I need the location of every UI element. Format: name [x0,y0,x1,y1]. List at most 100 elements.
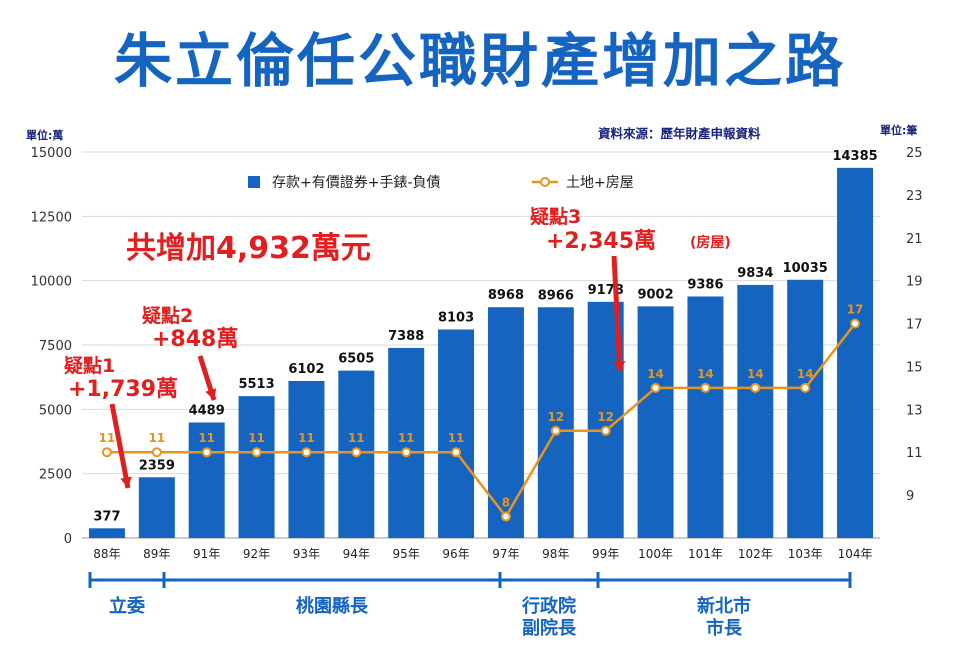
line-value-label: 11 [448,431,465,445]
line-point [850,318,861,329]
line-point [500,511,511,522]
left-axis-unit: 單位:萬 [26,129,64,142]
x-tick-label: 99年 [592,547,619,561]
doubt1-arrow [109,403,131,489]
line-point [201,447,212,458]
line-point [750,382,761,393]
x-tick-label: 89年 [143,547,170,561]
bar [388,347,425,538]
x-tick-label: 103年 [788,547,823,561]
line-value-label: 14 [747,367,764,381]
doubt3-arrow-head [613,361,626,372]
line-value-label: 17 [847,303,864,317]
bar [787,279,824,538]
bar [88,528,125,538]
bar [438,329,475,538]
phase-label: 市長 [706,617,743,639]
y-left-tick-label: 12500 [31,210,72,225]
right-axis-unit: 單位:筆 [880,124,918,137]
line-value-label: 11 [148,431,165,445]
y-left-tick-label: 7500 [39,339,72,354]
y-left-tick-label: 10000 [31,275,72,290]
bar-value-label: 9002 [637,287,673,302]
bar [737,284,774,538]
line-point [650,382,661,393]
bar-value-label: 8966 [538,288,574,303]
y-left-tick-label: 0 [64,532,72,547]
bar-value-label: 14385 [832,149,877,164]
chart-title: 朱立倫任公職財產增加之路 [113,27,846,95]
x-tick-label: 102年 [738,547,773,561]
line-value-label: 11 [298,431,315,445]
y-left-tick-label: 5000 [39,403,72,418]
line-value-label: 11 [348,431,365,445]
x-tick-label: 93年 [293,547,320,561]
phase-label: 立委 [109,595,145,617]
phase-label: 副院長 [522,617,577,639]
doubt2-arrow-head [205,388,217,400]
bar-value-label: 9386 [687,277,723,292]
x-tick-label: 98年 [542,547,569,561]
doubt3-note: (房屋) [690,234,731,251]
legend-swatch-bar [248,176,260,188]
bar-value-label: 6102 [288,362,324,377]
doubt3-value: +2,345萬 [546,229,656,254]
line-value-label: 12 [547,410,564,424]
y-right-tick-label: 23 [906,189,923,204]
x-tick-label: 88年 [93,547,120,561]
line-point [101,447,112,458]
series-line [106,322,857,519]
bar-value-label: 5513 [238,377,274,392]
x-tick-label: 97年 [492,547,519,561]
bar [288,380,325,538]
doubt1-value: +1,739萬 [68,377,178,402]
y-left-tick-label: 15000 [31,146,72,161]
bar-value-label: 2359 [139,458,175,473]
line-value-label: 12 [597,410,614,424]
bar-value-label: 377 [93,509,120,524]
line-point [151,447,162,458]
legend-label-bar: 存款+有價證券+手錶-負債 [272,174,441,191]
line-point [700,382,711,393]
line-value-label: 14 [697,367,714,381]
y-right-tick-label: 9 [906,489,914,504]
doubt1-arrow-head [120,476,132,488]
line-point [351,447,362,458]
phase-label: 行政院 [521,595,576,617]
line-value-label: 11 [248,431,265,445]
line-point [800,382,811,393]
doubt2-title: 疑點2 [142,304,193,327]
x-tick-label: 104年 [838,547,873,561]
phase-label: 新北市 [697,595,751,617]
legend-swatch-marker [540,177,550,187]
bar [138,477,175,538]
doubt1-title: 疑點1 [64,354,115,377]
total-increase-annotation: 共增加4,932萬元 [126,231,371,266]
bar [637,306,674,538]
bar [537,307,574,538]
phase-label: 桃園縣長 [296,595,369,617]
x-tick-label: 101年 [688,547,723,561]
y-left-tick-label: 2500 [39,468,72,483]
bar [837,167,874,539]
doubt3-arrow [611,255,623,373]
line-value-label: 8 [502,496,510,510]
bar-value-label: 6505 [338,352,374,367]
bar-value-label: 8103 [438,310,474,325]
bar [238,396,275,538]
line-point [401,447,412,458]
line-value-label: 14 [647,367,664,381]
line-value-label: 11 [198,431,215,445]
doubt2-value: +848萬 [152,327,238,352]
x-tick-label: 95年 [393,547,420,561]
y-right-tick-label: 13 [906,403,923,418]
x-tick-label: 91年 [193,547,220,561]
bar-value-label: 7388 [388,329,424,344]
line-point [451,447,462,458]
legend-label-line: 土地+房屋 [566,175,634,191]
x-tick-label: 96年 [442,547,469,561]
line-point [251,447,262,458]
bar [687,296,724,538]
bar [188,422,225,538]
